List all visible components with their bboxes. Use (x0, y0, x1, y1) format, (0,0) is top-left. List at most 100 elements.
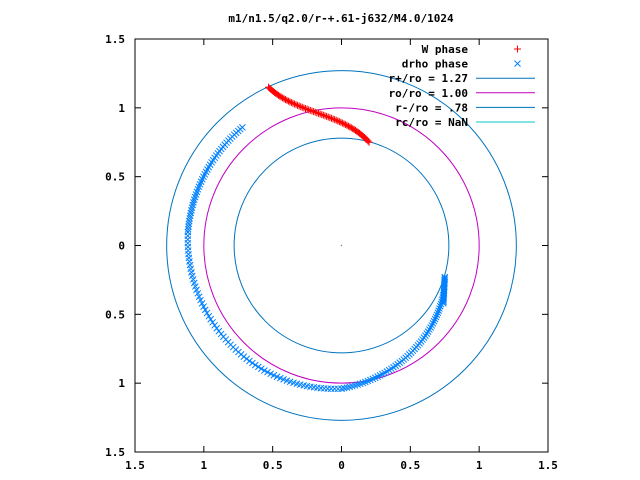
data-point (294, 101, 302, 109)
legend-item-5: r-/ro = .78 (395, 101, 535, 114)
marker-stroke (303, 382, 311, 390)
data-point (318, 111, 326, 119)
data-point (441, 275, 449, 282)
y-tick-label: 0.5 (105, 308, 125, 321)
data-point (298, 103, 306, 111)
data-point (280, 95, 288, 103)
data-point (334, 117, 342, 125)
data-point (365, 138, 373, 146)
marker-stroke (203, 309, 211, 317)
data-point (306, 106, 314, 114)
data-point (246, 357, 253, 365)
marker-stroke (514, 60, 521, 67)
data-point (434, 309, 442, 317)
marker-stroke (270, 371, 278, 379)
marker-stroke (186, 215, 194, 222)
marker-stroke (296, 381, 304, 388)
marker-stroke (431, 315, 439, 323)
marker-stroke (427, 324, 434, 331)
x-tick-label: 1 (201, 459, 208, 472)
data-point (290, 100, 298, 108)
data-point (324, 113, 332, 121)
marker-stroke (428, 322, 436, 329)
data-point (364, 137, 372, 145)
data-point (301, 105, 309, 113)
data-point (201, 306, 209, 314)
marker-stroke (207, 315, 215, 323)
data-point (341, 121, 349, 129)
legend-item-1: W phase (422, 43, 521, 56)
data-point (186, 212, 194, 220)
legend-item-4: ro/ro = 1.00 (389, 87, 535, 100)
data-point (427, 324, 434, 331)
circle-series-3 (166, 70, 517, 421)
data-point (292, 101, 300, 109)
data-point (303, 105, 311, 113)
legend-label: r-/ro = .78 (395, 101, 468, 114)
marker-stroke (194, 289, 202, 297)
marker-stroke (195, 293, 203, 301)
marker-stroke (186, 261, 194, 269)
y-tick-label: 0.5 (105, 171, 125, 184)
marker-stroke (257, 365, 265, 373)
data-point (186, 215, 194, 222)
data-point (429, 320, 437, 327)
marker-stroke (213, 324, 221, 332)
marker-stroke (276, 374, 284, 382)
marker-stroke (300, 382, 307, 389)
legend-item-2: drho phase (402, 58, 521, 71)
legend-label: r+/ro = 1.27 (389, 72, 468, 85)
marker-stroke (441, 275, 449, 282)
data-point (203, 309, 211, 317)
data-point (430, 317, 438, 325)
data-point (332, 116, 340, 124)
y-tick-label: 1.5 (105, 446, 125, 459)
marker-stroke (320, 385, 328, 392)
data-point (329, 115, 337, 123)
marker-stroke (186, 258, 193, 265)
marker-stroke (189, 276, 197, 283)
data-point (287, 99, 295, 107)
points-series-1 (265, 83, 373, 146)
data-point (289, 99, 297, 107)
data-point (313, 109, 321, 117)
data-point (257, 365, 265, 373)
data-point (321, 112, 329, 120)
marker-stroke (191, 283, 199, 290)
axes: 1.5 1 0.5 0 0.5 1 1.51.510.500.511.5 (105, 33, 558, 472)
x-tick-label: 1 (476, 459, 483, 472)
chart-title: m1/n1.5/q2.0/r-+.61-j632/M4.0/1024 (228, 12, 454, 25)
marker-stroke (187, 265, 195, 273)
data-point (335, 118, 343, 126)
marker-stroke (338, 385, 345, 393)
marker-stroke (313, 384, 321, 392)
marker-stroke (434, 309, 442, 317)
marker-stroke (200, 303, 207, 310)
marker-stroke (280, 376, 287, 383)
data-point (185, 223, 192, 230)
data-point (433, 311, 441, 319)
data-point (431, 315, 439, 323)
data-point (185, 220, 193, 228)
x-tick-label: 0.5 (400, 459, 420, 472)
data-point (286, 98, 294, 106)
data-point (195, 293, 203, 301)
data-point (300, 104, 308, 112)
marker-stroke (430, 317, 438, 325)
marker-stroke (436, 305, 443, 312)
series-layer (166, 70, 517, 421)
marker-stroke (286, 378, 294, 386)
data-point (279, 94, 287, 102)
data-point (281, 96, 289, 104)
data-point (184, 225, 192, 233)
data-point (432, 313, 440, 321)
data-point (243, 355, 250, 363)
marker-stroke (251, 361, 259, 369)
data-point (200, 303, 207, 310)
data-point (338, 385, 345, 393)
data-point (344, 122, 352, 130)
marker-stroke (185, 220, 193, 228)
data-point (327, 114, 335, 122)
